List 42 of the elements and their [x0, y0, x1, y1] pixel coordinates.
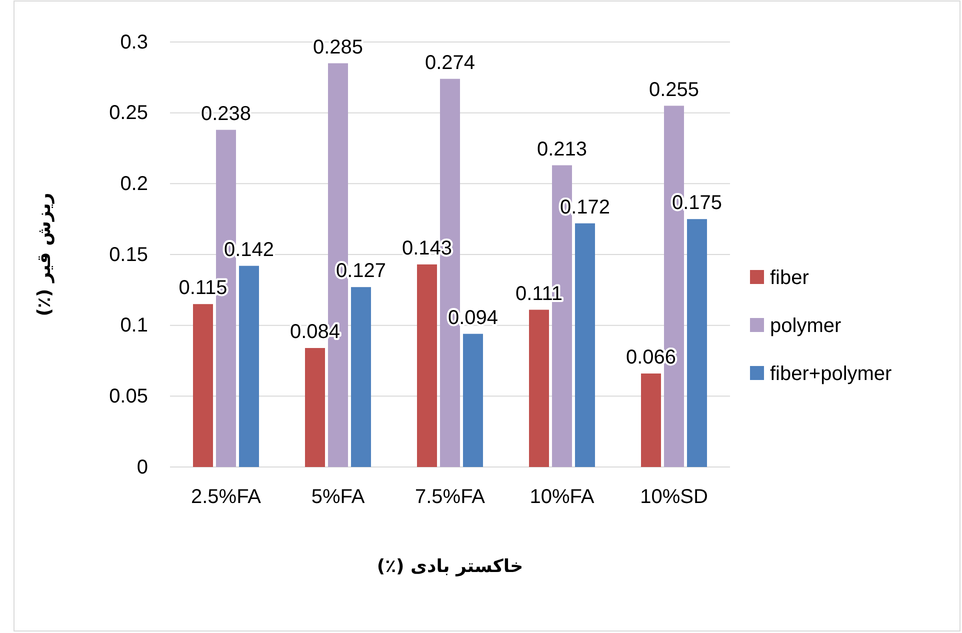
bar — [687, 219, 707, 467]
bar — [239, 266, 259, 467]
bar — [351, 287, 371, 467]
x-axis-title: خاکستر بادی (٪) — [376, 556, 524, 577]
bar — [305, 348, 325, 467]
bar — [463, 334, 483, 467]
data-label: 0.274 — [424, 52, 476, 74]
y-tick-label: 0.15 — [109, 244, 148, 266]
data-label: 0.238 — [200, 102, 252, 125]
data-label: 0.094 — [448, 306, 498, 329]
y-tick-label: 0.3 — [120, 31, 148, 54]
data-label: 0.143 — [402, 237, 452, 260]
data-label: 0.142 — [224, 238, 274, 261]
y-tick-label: 0.2 — [120, 173, 148, 196]
data-label: 0.172 — [560, 196, 610, 218]
data-label: 0.285 — [312, 36, 364, 58]
y-tick-label: 0.1 — [120, 314, 148, 337]
data-label: 0.255 — [648, 78, 700, 101]
y-tick-label: 0.05 — [109, 386, 148, 408]
legend-label: fiber+polymer — [770, 363, 892, 385]
data-label: 0.127 — [336, 260, 386, 282]
data-label: 0.066 — [626, 346, 676, 368]
legend-label: polymer — [770, 315, 842, 337]
data-label: 0.111 — [515, 282, 563, 305]
y-tick-label: 0.25 — [109, 102, 148, 124]
bar — [193, 304, 213, 467]
bar — [575, 223, 595, 467]
bar — [641, 374, 661, 467]
x-tick-label: 7.5%FA — [414, 486, 486, 508]
data-label: 0.084 — [290, 321, 340, 343]
legend-label: fiber — [770, 267, 810, 289]
y-axis-title: ریزش قیر (٪) — [34, 192, 55, 316]
x-tick-label: 10%SD — [640, 486, 708, 508]
bar — [417, 264, 437, 467]
x-tick-label: 2.5%FA — [190, 486, 262, 508]
y-tick-label: 0 — [136, 456, 148, 478]
x-tick-label: 10%FA — [530, 486, 595, 508]
data-label: 0.115 — [178, 277, 228, 300]
data-label: 0.175 — [672, 192, 722, 214]
bar — [529, 310, 549, 467]
x-tick-label: 5%FA — [311, 486, 366, 508]
data-label: 0.213 — [536, 138, 588, 160]
